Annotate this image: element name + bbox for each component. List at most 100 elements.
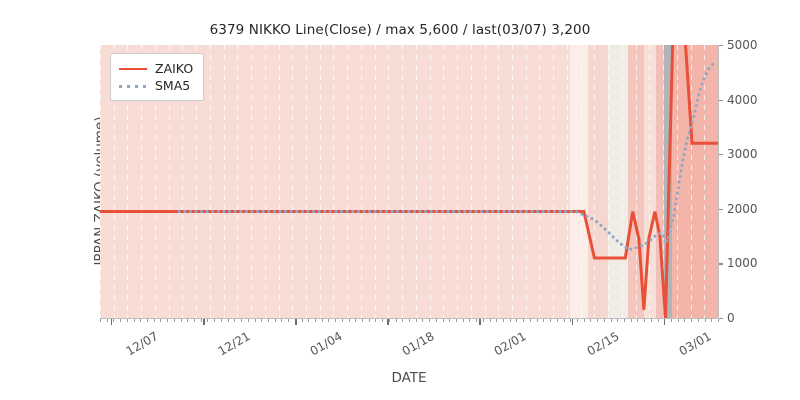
y-tick-label: 5000 [727, 38, 758, 52]
x-tick-minor [456, 319, 458, 322]
x-tick-minor [335, 319, 337, 322]
x-tick-minor [328, 319, 330, 322]
background-band [656, 45, 664, 318]
gridline [113, 45, 115, 318]
x-tick-minor [375, 319, 377, 322]
x-tick-minor [133, 319, 135, 322]
x-tick-minor [241, 319, 243, 322]
chart-legend: ZAIKO SMA5 [110, 53, 205, 101]
legend-label-sma5: SMA5 [155, 78, 191, 93]
y-tick-label: 1000 [727, 256, 758, 271]
x-tick-label: 02/01 [492, 329, 530, 359]
x-tick-minor [704, 319, 706, 322]
x-tick-minor [563, 319, 565, 322]
x-tick-minor [503, 319, 505, 322]
x-tick-minor [570, 319, 572, 322]
gridline [663, 45, 665, 318]
gridline [539, 45, 541, 318]
x-tick-minor [281, 319, 283, 322]
x-tick-minor [100, 319, 101, 322]
x-tick-minor [435, 319, 437, 322]
background-band [569, 45, 589, 318]
x-tick-minor [220, 319, 222, 322]
x-tick-minor [496, 319, 498, 322]
gridline [553, 45, 555, 318]
x-tick-minor [469, 319, 471, 322]
x-tick-major [295, 319, 297, 325]
x-tick-minor [590, 319, 592, 322]
legend-item-sma5: SMA5 [119, 77, 193, 94]
x-tick-minor [449, 319, 451, 322]
x-tick-label: 01/04 [307, 329, 345, 359]
x-tick-minor [308, 319, 310, 322]
y-tick-label: 4000 [727, 92, 758, 107]
x-tick-minor [274, 319, 276, 322]
x-tick-minor [167, 319, 169, 322]
gridline [154, 45, 156, 318]
gridline [676, 45, 678, 318]
x-tick-minor [180, 319, 182, 322]
x-tick-minor [442, 319, 444, 322]
gridline [704, 45, 706, 318]
gridline [621, 45, 623, 318]
x-tick-minor [153, 319, 155, 322]
x-tick-minor [476, 319, 478, 322]
gridline [690, 45, 692, 318]
gridline [484, 45, 486, 318]
gridline [237, 45, 239, 318]
x-tick-minor [341, 319, 343, 322]
x-tick-minor [207, 319, 209, 322]
x-tick-minor [489, 319, 491, 322]
x-tick-minor [368, 319, 370, 322]
x-tick-minor [603, 319, 605, 322]
legend-item-zaiko: ZAIKO [119, 60, 193, 77]
x-tick-major [387, 319, 389, 325]
x-tick-minor [576, 319, 578, 322]
x-tick-minor [187, 319, 189, 322]
y-tick-mark [719, 154, 723, 156]
x-tick-minor [402, 319, 404, 322]
x-tick-minor [462, 319, 464, 322]
x-tick-minor [301, 319, 303, 322]
x-tick-major [479, 319, 481, 325]
x-tick-minor [697, 319, 699, 322]
x-tick-minor [267, 319, 269, 322]
gridline [402, 45, 404, 318]
x-tick-minor [623, 319, 625, 322]
gridline [182, 45, 184, 318]
x-tick-minor [637, 319, 639, 322]
x-tick-minor [543, 319, 545, 322]
series-line-zaiko [100, 45, 718, 318]
gridline [306, 45, 307, 318]
x-tick-minor [173, 319, 175, 322]
gridline [100, 45, 101, 318]
x-tick-minor [314, 319, 316, 322]
series-line-sma5 [177, 62, 715, 252]
x-tick-minor [516, 319, 518, 322]
gridline [470, 45, 472, 318]
gridline [141, 45, 143, 318]
gridline [512, 45, 513, 318]
x-tick-major [663, 319, 665, 325]
x-tick-minor [711, 319, 713, 322]
x-tick-minor [523, 319, 525, 322]
x-tick-label: 12/07 [123, 329, 161, 359]
x-tick-minor [147, 319, 149, 322]
gridline [594, 45, 596, 318]
x-tick-minor [691, 319, 693, 322]
gridline [457, 45, 459, 318]
x-tick-major [571, 319, 573, 325]
x-tick-minor [160, 319, 162, 322]
x-axis-spine [100, 318, 718, 320]
x-tick-minor [429, 319, 431, 322]
x-tick-minor [247, 319, 249, 322]
series-lines [100, 45, 718, 318]
x-tick-minor [597, 319, 599, 322]
x-tick-minor [630, 319, 632, 322]
gridline [498, 45, 500, 318]
gridline [278, 45, 280, 318]
gridline [127, 45, 129, 318]
x-tick-minor [140, 319, 142, 322]
gridline [333, 45, 335, 318]
y-tick-mark [719, 318, 723, 320]
